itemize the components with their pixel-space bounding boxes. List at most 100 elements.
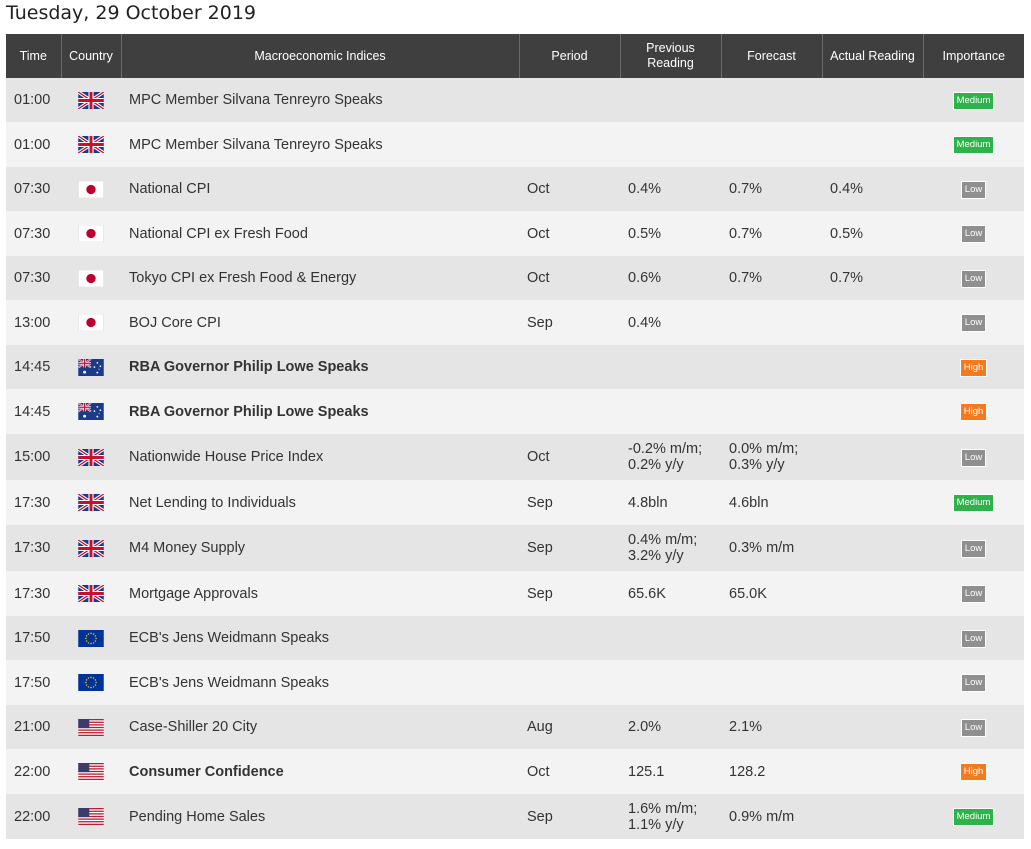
cell-country (61, 345, 121, 389)
cell-importance: High (923, 389, 1024, 434)
importance-badge: Medium (952, 136, 995, 154)
cell-actual (822, 78, 923, 122)
cell-importance: Low (923, 167, 1024, 211)
cell-event: Tokyo CPI ex Fresh Food & Energy (121, 256, 519, 300)
eu-flag-icon (78, 629, 104, 647)
importance-badge: Low (960, 674, 987, 692)
cell-country (61, 749, 121, 794)
forecast-value: 4.6bln (729, 494, 769, 511)
cell-previous (620, 389, 721, 434)
cell-previous: 0.4% m/m; 3.2% y/y (620, 525, 721, 571)
cell-event: ECB's Jens Weidmann Speaks (121, 660, 519, 705)
table-row: 14:45 RBA Governor Philip Lowe Speaks High (6, 389, 1024, 434)
cell-previous: -0.2% m/m; 0.2% y/y (620, 434, 721, 480)
header-time: Time (6, 34, 62, 78)
cell-importance: Low (923, 705, 1024, 749)
uk-flag-icon (78, 136, 104, 153)
cell-time: 17:30 (6, 480, 61, 525)
cell-country (61, 705, 121, 749)
previous-value: 0.2% y/y (628, 457, 684, 473)
cell-time: 13:00 (6, 300, 61, 345)
cell-period: Sep (519, 571, 620, 616)
au-flag-icon (78, 358, 104, 376)
cell-importance: Low (923, 525, 1024, 571)
cell-previous (620, 616, 721, 660)
forecast-value: 0.7% (729, 270, 763, 286)
importance-badge: High (959, 358, 988, 377)
cell-forecast: 0.7% (721, 167, 822, 211)
header-previous-line1: Previous (646, 41, 695, 55)
importance-badge: Low (960, 629, 987, 648)
header-forecast: Forecast (721, 34, 823, 78)
cell-period: Oct (519, 749, 620, 794)
table-row: 17:30 M4 Money Supply Sep 0.4% m/m; 3.2% y/y… (6, 525, 1024, 571)
importance-badge: High (959, 403, 988, 421)
cell-period: Oct (519, 211, 620, 256)
cell-actual (822, 434, 923, 480)
economic-calendar-table: Time Country Macroeconomic Indices Perio… (6, 34, 1024, 839)
cell-period: Oct (519, 434, 620, 480)
cell-time: 17:30 (6, 571, 61, 616)
header-importance: Importance (923, 34, 1024, 78)
previous-value: 0.6% (628, 270, 662, 286)
cell-actual (822, 300, 923, 345)
cell-time: 17:30 (6, 525, 61, 571)
previous-value: 65.6K (628, 585, 666, 602)
cell-time: 21:00 (6, 705, 61, 749)
cell-event: RBA Governor Philip Lowe Speaks (121, 345, 519, 389)
au-flag-icon (78, 403, 104, 420)
importance-badge: Medium (952, 91, 995, 110)
cell-country (61, 211, 121, 256)
importance-badge: Medium (952, 808, 995, 826)
cell-event: Case-Shiller 20 City (121, 705, 519, 749)
forecast-value: 0.3% y/y (729, 457, 785, 473)
header-period: Period (519, 34, 621, 78)
cell-actual (822, 616, 923, 660)
uk-flag-icon (78, 539, 104, 557)
cell-importance: Low (923, 256, 1024, 300)
cell-time: 01:00 (6, 78, 61, 122)
cell-forecast (721, 660, 822, 705)
us-flag-icon (78, 808, 104, 825)
cell-importance: Low (923, 660, 1024, 705)
cell-actual (822, 794, 923, 839)
cell-country (61, 167, 121, 211)
forecast-value: 0.9% m/m (729, 808, 795, 825)
cell-country (61, 660, 121, 705)
page-title: Tuesday, 29 October 2019 (6, 2, 257, 24)
cell-period (519, 345, 620, 389)
cell-importance: Medium (923, 794, 1024, 839)
cell-event: National CPI ex Fresh Food (121, 211, 519, 256)
forecast-value: 0.3% m/m (729, 540, 795, 556)
cell-forecast: 0.7% (721, 256, 822, 300)
table-header-row: Time Country Macroeconomic Indices Perio… (6, 34, 1024, 78)
previous-value: 0.4% m/m; (628, 532, 698, 548)
table-row: 07:30 National CPI Oct 0.4% 0.7% 0.4% Low (6, 167, 1024, 211)
uk-flag-icon (78, 448, 104, 466)
cell-period (519, 122, 620, 167)
cell-country (61, 300, 121, 345)
cell-forecast: 0.7% (721, 211, 822, 256)
previous-value: 0.5% (628, 225, 662, 242)
cell-forecast: 0.3% m/m (721, 525, 822, 571)
cell-time: 07:30 (6, 211, 61, 256)
table-row: 22:00 Consumer Confidence Oct 125.1 128.2 Hig… (6, 749, 1024, 794)
cell-importance: Medium (923, 78, 1024, 122)
cell-country (61, 434, 121, 480)
cell-previous: 2.0% (620, 705, 721, 749)
importance-badge: Low (960, 585, 987, 603)
cell-previous: 4.8bln (620, 480, 721, 525)
forecast-value: 0.7% (729, 225, 763, 242)
us-flag-icon (78, 718, 104, 736)
cell-time: 17:50 (6, 660, 61, 705)
cell-importance: Low (923, 211, 1024, 256)
uk-flag-icon (78, 585, 104, 602)
cell-importance: High (923, 749, 1024, 794)
uk-flag-icon (78, 91, 104, 109)
table-row: 13:00 BOJ Core CPI Sep 0.4% Low (6, 300, 1024, 345)
table-row: 17:30 Net Lending to Individuals Sep 4.8bln… (6, 480, 1024, 525)
cell-period: Sep (519, 300, 620, 345)
table-row: 01:00 MPC Member Silvana Tenreyro Speaks M… (6, 122, 1024, 167)
forecast-value: 128.2 (729, 763, 766, 780)
cell-forecast (721, 345, 822, 389)
